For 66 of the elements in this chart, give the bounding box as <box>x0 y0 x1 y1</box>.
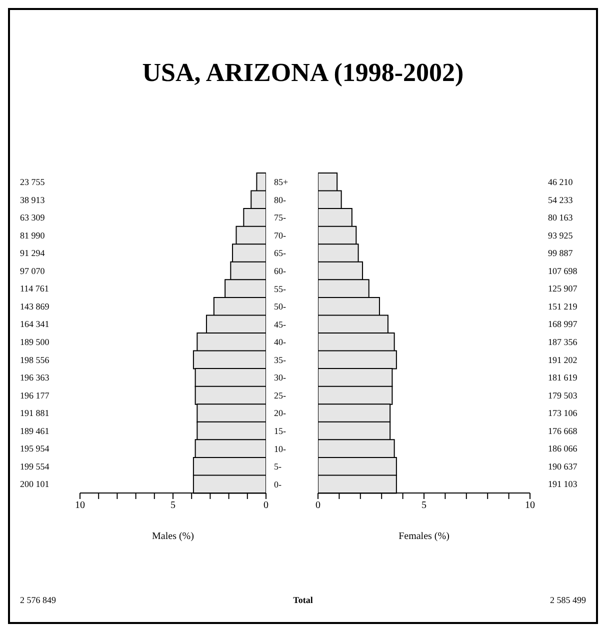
text: 179 503 <box>548 390 578 400</box>
text: 46 210 <box>548 177 574 187</box>
y-tick-label: 75- <box>274 212 286 223</box>
y-tick-label: 50- <box>274 302 286 312</box>
text: 196 363 <box>20 372 50 383</box>
text: 200 101 <box>20 479 50 490</box>
text: 199 554 <box>20 461 50 472</box>
y-tick-label: 25- <box>274 390 286 400</box>
y-tick-label: 65- <box>274 248 286 258</box>
y-tick-label: 15- <box>274 426 286 436</box>
chart-title: USA, ARIZONA (1998-2002) <box>141 58 465 89</box>
text: 93 925 <box>548 230 574 240</box>
text: 186 066 <box>548 444 578 454</box>
text: 2 576 849 <box>20 595 56 605</box>
y-tick-label: 30- <box>274 372 286 383</box>
y-tick-label: 80- <box>274 194 286 205</box>
text: 195 954 <box>20 444 50 454</box>
text: 191 881 <box>20 408 50 418</box>
text: 54 233 <box>548 194 574 205</box>
y-tick-label: 45- <box>274 319 286 330</box>
text: 164 341 <box>20 319 50 330</box>
y-tick-label: 70- <box>274 230 286 240</box>
text: 173 106 <box>548 408 578 418</box>
y-tick-label: 35- <box>274 354 286 365</box>
text: 114 761 <box>20 284 49 294</box>
text: 198 556 <box>20 354 50 365</box>
y-tick-label: 10- <box>274 444 286 454</box>
y-tick-label: 85+ <box>274 177 288 188</box>
x-axis-title: Females (%) <box>398 531 450 542</box>
text: 91 294 <box>20 248 46 258</box>
text: 176 668 <box>548 426 578 436</box>
x-axis-title: Males (%) <box>152 531 194 542</box>
text: 189 461 <box>20 426 50 436</box>
x-tick-label: 0 <box>316 500 320 512</box>
text: 81 990 <box>20 230 46 240</box>
text: 151 219 <box>548 301 578 312</box>
text: 196 177 <box>20 390 50 400</box>
text: 181 619 <box>548 372 578 383</box>
y-tick-label: 40- <box>274 337 286 348</box>
text: 168 997 <box>548 319 578 330</box>
text: 191 202 <box>548 354 578 365</box>
y-tick-label: 20- <box>274 408 286 418</box>
x-tick-label: 5 <box>170 500 176 512</box>
text: 189 500 <box>20 337 50 347</box>
text: 63 309 <box>20 212 46 223</box>
text: 191 103 <box>548 479 578 490</box>
text: 80 163 <box>548 212 574 223</box>
text: 97 070 <box>20 266 46 276</box>
y-tick-label: 5- <box>274 462 282 472</box>
x-tick-label: 10 <box>75 500 85 512</box>
text: 23 755 <box>20 177 46 187</box>
y-tick-label: 60- <box>274 266 286 276</box>
text: 143 869 <box>20 301 50 312</box>
text: 187 356 <box>548 337 578 347</box>
text: Total <box>293 595 313 605</box>
text: 99 887 <box>548 248 574 258</box>
text: 107 698 <box>548 266 578 276</box>
text: 38 913 <box>20 194 46 205</box>
x-tick-label: 0 <box>264 500 268 512</box>
x-tick-label: 5 <box>422 500 426 512</box>
text: 190 637 <box>548 461 578 472</box>
x-tick-label: 10 <box>525 500 535 512</box>
text: 125 907 <box>548 284 578 294</box>
y-tick-label: 55- <box>274 284 286 294</box>
y-tick-label: 0- <box>274 479 282 490</box>
text: 2 585 499 <box>550 595 586 605</box>
